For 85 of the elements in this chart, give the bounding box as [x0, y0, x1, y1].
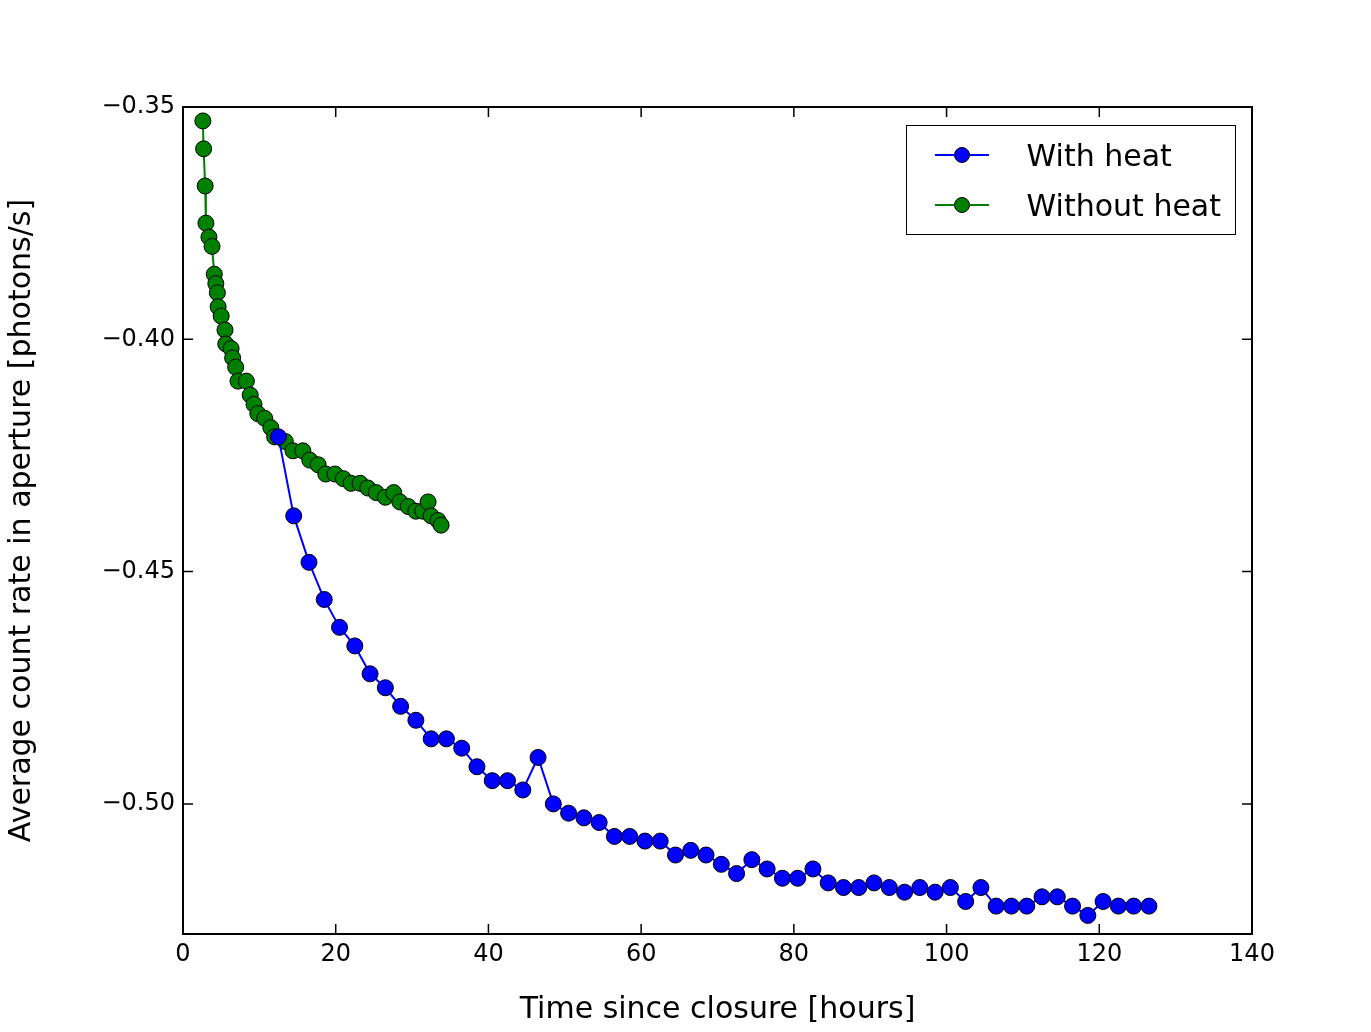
point: [712, 855, 730, 873]
point: [1033, 888, 1051, 906]
point: [1125, 897, 1143, 915]
point: [926, 883, 944, 901]
point: [819, 874, 837, 892]
legend-label: With heat: [1026, 137, 1172, 173]
point: [1002, 897, 1020, 915]
point: [804, 860, 822, 878]
x-tick-label: 20: [320, 938, 351, 967]
point: [196, 177, 214, 195]
point: [773, 869, 791, 887]
point: [422, 730, 440, 748]
point: [453, 739, 471, 757]
point: [850, 879, 868, 897]
x-tick-label: 100: [923, 938, 970, 967]
legend-label: Without heat: [1026, 187, 1221, 223]
point: [237, 372, 255, 390]
point: [195, 140, 213, 158]
point: [208, 284, 226, 302]
x-tick-label: 0: [175, 938, 191, 967]
point: [575, 809, 593, 827]
point: [194, 112, 212, 130]
point: [361, 665, 379, 683]
point: [315, 590, 333, 608]
y-axis-title: Average count rate in aperture [photons/s]: [1, 198, 37, 843]
point: [514, 781, 532, 799]
point: [285, 507, 303, 525]
y-tick-label: −0.50: [101, 788, 175, 817]
y-tick-label: −0.45: [101, 555, 175, 584]
point: [743, 851, 761, 869]
point: [392, 697, 410, 715]
point: [419, 493, 437, 511]
x-tick-label: 80: [778, 938, 810, 967]
y-tick-label: −0.40: [101, 323, 175, 352]
point: [941, 879, 959, 897]
point: [987, 897, 1005, 915]
point: [636, 832, 654, 850]
point: [667, 846, 684, 864]
point: [682, 841, 700, 859]
point: [789, 869, 807, 887]
point: [911, 879, 929, 897]
point: [499, 772, 517, 790]
x-tick-label: 140: [1229, 938, 1275, 967]
point: [529, 748, 547, 766]
point: [896, 883, 914, 901]
x-axis-title: Time since closure [hours]: [518, 989, 916, 1025]
point: [1094, 892, 1112, 910]
point: [1079, 906, 1097, 924]
point: [407, 711, 425, 729]
point: [957, 892, 975, 910]
point: [834, 879, 852, 897]
point: [1018, 897, 1036, 915]
point: [560, 804, 578, 822]
point: [865, 874, 883, 892]
point: [1064, 897, 1082, 915]
point: [331, 618, 349, 636]
x-tick-label: 60: [625, 938, 657, 967]
x-tick-label: 40: [473, 938, 504, 967]
point: [376, 679, 394, 697]
point: [1048, 888, 1066, 906]
y-tick-label: −0.35: [101, 91, 175, 120]
point: [728, 865, 746, 883]
point: [300, 553, 318, 571]
point: [544, 795, 562, 813]
point: [651, 832, 669, 850]
point: [590, 813, 608, 831]
point: [227, 358, 245, 376]
point: [212, 307, 230, 325]
point: [605, 827, 623, 845]
point: [437, 730, 455, 748]
point: [203, 237, 221, 255]
point: [468, 758, 486, 776]
point: [1140, 897, 1158, 915]
point: [1109, 897, 1127, 915]
point: [880, 879, 898, 897]
point: [346, 637, 364, 655]
point: [758, 860, 776, 878]
x-tick-label: 120: [1076, 938, 1123, 967]
point: [216, 321, 234, 339]
point: [697, 846, 715, 864]
point: [432, 516, 450, 534]
point: [972, 879, 990, 897]
point: [197, 214, 215, 232]
point: [621, 827, 639, 845]
point: [483, 772, 501, 790]
